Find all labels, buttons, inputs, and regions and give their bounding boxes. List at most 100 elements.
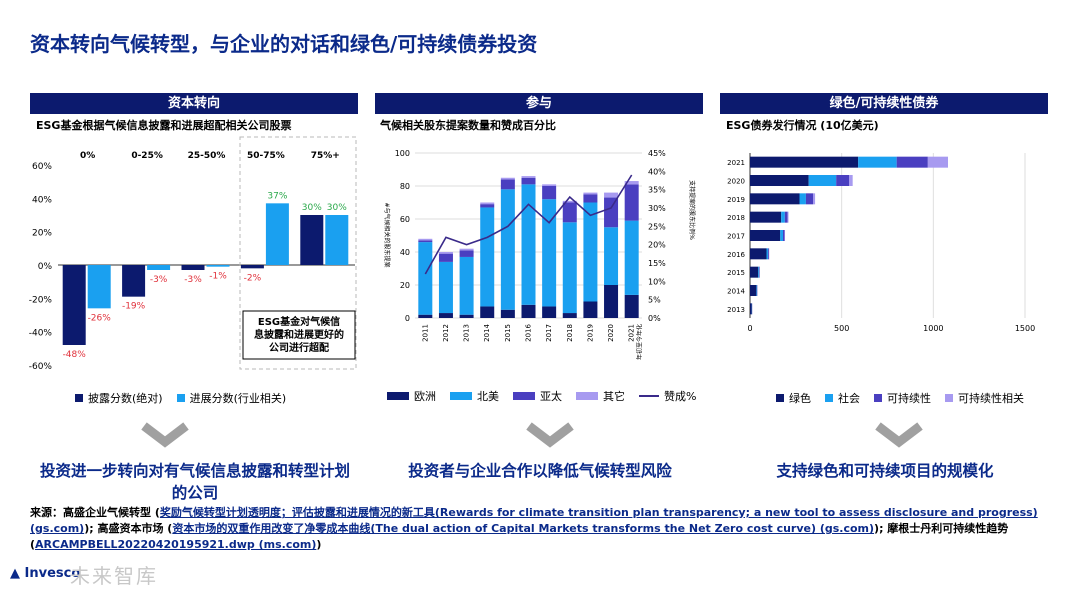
legend-label-approval: 赞成% [664,390,697,403]
x-tick-label: 1000 [923,324,943,333]
annotation-text: ESG基金对气候信 [258,315,340,328]
data-label: 30% [302,203,322,213]
data-label: -2% [244,273,262,283]
page-title: 资本转向气候转型，与企业的对话和绿色/可持续债券投资 [30,32,538,56]
legend-swatch-green [776,394,784,402]
legend-label-sustainability: 可持续性 [887,392,931,405]
stacked-bar-segment [750,248,767,260]
chevron-down-icon [141,422,189,448]
category-label: 2019 [727,196,745,204]
source-link-goldman-2[interactable]: 资本市场的双重作用改变了净零成本曲线(The dual action of Ca… [172,522,875,535]
legend-swatch-namerica [450,392,472,400]
stacked-bar-segment [562,200,577,203]
stacked-bar-segment [438,252,453,254]
x-tick-label: 2014 [483,323,491,341]
panel-header-capital: 资本转向 [30,93,358,114]
stacked-bar-segment [767,248,769,260]
stacked-bar-segment [604,192,619,198]
logo-text: Invesco [24,566,81,581]
y-left-tick-label: 100 [395,149,410,158]
stacked-bar-segment [521,184,536,305]
x-tick-label: 2011 [421,324,429,342]
chart1-subtitle: ESG基金根据气候信息披露和进展超配相关公司股票 [36,119,292,132]
x-tick-label: 500 [834,324,849,333]
legend-label-other: 其它 [603,390,625,403]
y-right-tick-label: 25% [648,222,666,231]
stacked-bar-segment [750,211,782,223]
stacked-bar-segment [799,193,806,205]
conclusion-bonds: 支持绿色和可持续项目的规模化 [776,462,994,480]
panel-header-bonds: 绿色/可持续性债券 [720,93,1048,114]
panel-header-engagement: 参与 [375,93,703,114]
highlight-box [239,136,357,370]
y-right-tick-label: 40% [648,167,666,176]
stacked-bar-segment [927,156,948,168]
stacked-bar-segment [418,242,433,315]
x-tick-label: 2012 [442,324,450,342]
chart1-legend: 披露分数(绝对) 进展分数(行业相关) [75,390,300,406]
chart1-svg: -60% -40% -20% 0% 20% 40% 60% 0% -48% -26% 0-25% -1… [29,136,357,372]
y-tick-label: -20% [29,295,53,305]
category-label: 2014 [727,288,745,296]
stacked-bar-segment [438,253,453,262]
stacked-bar-segment [604,227,619,285]
legend-swatch-sustainability-linked [945,394,953,402]
stacked-bar-segment [766,248,768,260]
x-tick-label: 2015 [504,324,512,342]
legend-label-sustainability-linked: 可持续性相关 [958,392,1024,405]
stacked-bar-segment [750,156,859,168]
bar [181,265,205,270]
chevron-down-icon [875,422,923,448]
category-label: 2015 [727,269,745,277]
stacked-bar-segment [624,181,639,185]
stacked-bar-segment [480,207,495,307]
stacked-bar-segment [624,184,639,221]
bar [265,203,289,265]
legend-swatch-apac [513,392,535,400]
category-label: 2021 [727,159,745,167]
stacked-bar-segment [480,306,495,318]
y-right-tick-label: 45% [648,149,666,158]
bar [300,215,324,265]
chevron-down-icon [526,422,574,448]
stacked-bar-segment [418,238,433,241]
data-label: -3% [150,275,168,285]
stacked-bar-segment [787,211,789,223]
stacked-bar-segment [562,202,577,223]
stacked-bar-segment [521,177,536,185]
x-tick-label: 2020 [607,324,615,342]
invesco-logo: ▲ Invesco [10,566,80,581]
stacked-bar-segment [750,193,800,205]
data-label: 37% [267,191,287,201]
chart3-svg: 0 500 1000 1500 2021 2020 2019 2018 2017 2016 2015… [727,153,1035,333]
y-tick-label: -60% [29,362,53,372]
approval-line [424,174,633,275]
stacked-bar-segment [459,314,474,318]
bar [62,265,86,345]
source-link-goldman-1[interactable]: 奖励气候转型计划透明度；评估披露和进展情况的新工具(Rewards for cl… [30,506,1038,535]
source-link-morgan[interactable]: ARCAMPBELL20220420195921.dwp (ms.com) [35,538,317,551]
stacked-bar-segment [604,285,619,318]
y-right-tick-label: 20% [648,241,666,250]
data-label: -48% [63,350,87,360]
stacked-bar-segment [542,184,557,186]
stacked-bar-segment [758,266,760,278]
bar [206,265,230,267]
y-right-tick-label: 0% [648,314,661,323]
category-label: 2018 [727,214,745,222]
stacked-bar-segment [784,230,786,241]
stacked-bar-segment [459,250,474,257]
category-label: 2013 [727,306,745,314]
bar [325,215,349,265]
y-tick-label: 20% [32,229,52,239]
stacked-bar-segment [896,156,928,168]
x-tick-label: 2013 [463,324,471,342]
y-right-tick-label: 10% [648,277,666,286]
stacked-bar-segment [808,175,837,186]
data-label: -26% [88,313,112,323]
stacked-bar-segment [500,189,515,310]
stacked-bar-segment [480,204,495,208]
stacked-bar-segment [858,156,897,168]
conclusion-engagement: 投资者与企业合作以降低气候转型风险 [408,462,672,480]
y-left-axis-label: #与气候相关的股东提案 [383,202,391,267]
